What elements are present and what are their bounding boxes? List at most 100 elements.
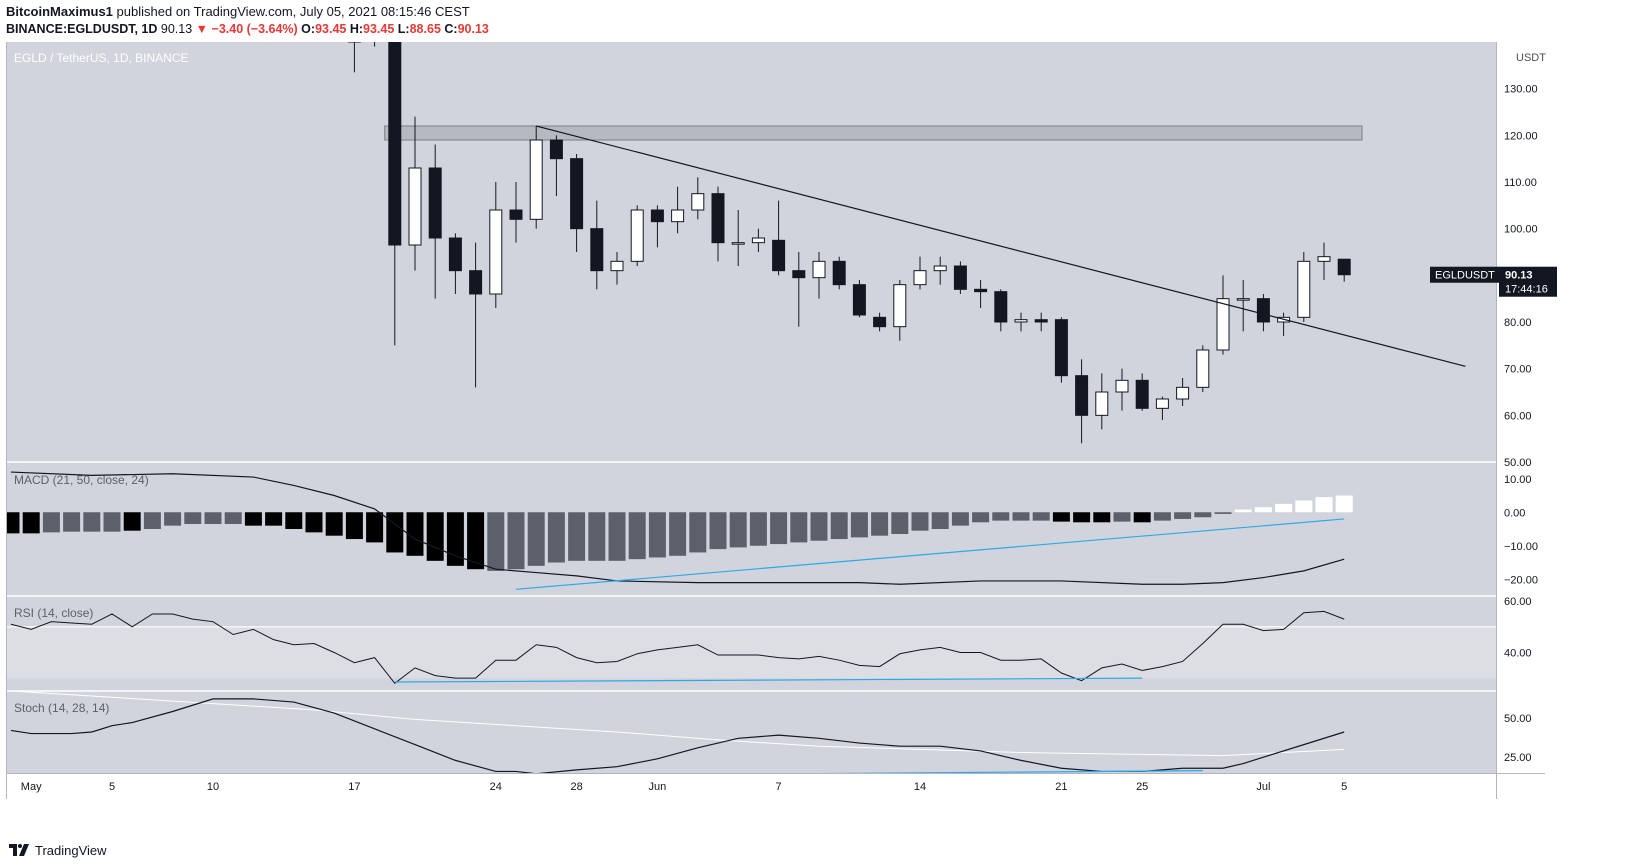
candle-body [974,288,988,293]
macd-histogram-bar [770,512,788,545]
macd-histogram-bar [507,512,525,570]
candle-body [1075,375,1089,416]
macd-histogram-bar [325,512,343,536]
macd-histogram-bar [123,512,141,531]
price-tick-label: 70.00 [1504,364,1532,376]
candle-body [1256,298,1270,323]
candle-body [1297,260,1311,318]
price-tick-label: 50.00 [1504,457,1532,469]
macd-histogram-bar [648,512,666,558]
tradingview-logo-icon [9,844,29,856]
macd-histogram-bar [547,512,565,563]
price-axis-unit: USDT [1516,52,1546,64]
candle-body [731,242,745,245]
macd-histogram-bar [285,512,303,529]
macd-histogram-bar [871,512,889,536]
macd-histogram-bar [143,512,161,529]
macd-histogram-bar [689,512,707,553]
macd-histogram-bar [345,512,363,540]
macd-histogram-bar [749,512,767,546]
candle-body [751,237,765,244]
candle-body [549,139,563,160]
chart-canvas[interactable]: EGLD / TetherUS, 1D, BINANCE USDT 130.00 12… [0,40,1627,835]
time-tick-label: 5 [1341,781,1347,793]
macd-histogram-bar [224,512,242,524]
macd-histogram-bar [608,512,626,561]
macd-histogram-bar [891,512,909,535]
rsi-band [7,626,1496,679]
macd-histogram-bar [386,512,404,553]
candle-body [953,265,967,290]
candle-body [448,237,462,272]
price-tick-label: 130.00 [1504,84,1538,96]
time-tick-label: 24 [490,781,502,793]
stoch-d-line [10,691,1345,757]
macd-histogram-bar [1113,512,1131,522]
macd-histogram-bar [972,512,990,523]
last-price: 90.13 [160,22,193,36]
open-label: O: [301,22,316,36]
down-arrow-icon: ▼ [195,22,209,36]
publish-text: published on TradingView.com, July 05, 2… [116,4,470,19]
candle-body [994,291,1008,323]
candle-body [792,270,806,279]
candle-body [469,270,483,295]
macd-histogram-bar [1254,507,1272,513]
macd-histogram-bar [850,512,868,538]
macd-histogram-bar [42,512,60,533]
macd-histogram-bar [446,512,464,566]
candle-body [529,139,543,220]
macd-pane-title: MACD (21, 50, close, 24) [14,473,149,487]
candle-body [408,167,422,246]
macd-histogram-bar [1133,512,1151,523]
macd-histogram-bar [527,512,545,566]
candle-body [933,265,947,272]
close-label: C: [444,22,458,36]
low-label: L: [397,22,410,36]
macd-histogram-bar [184,512,202,524]
close-value: 90.13 [457,22,489,36]
rsi-tick-label: 60.00 [1504,596,1532,608]
stoch-tick-label: 25.00 [1504,752,1532,764]
macd-histogram-bar [628,512,646,560]
macd-histogram-bar [1214,512,1232,514]
macd-tick-label: 0.00 [1504,507,1525,519]
macd-histogram-bar [406,512,424,556]
candle-body [347,42,361,43]
macd-histogram-bar [366,512,384,543]
macd-histogram-bar [729,512,747,548]
candle-body [1317,256,1331,262]
time-tick-label: 28 [570,781,582,793]
macd-histogram-bar [790,512,808,543]
candle-body [570,158,584,230]
candle-body [1176,386,1190,400]
candle-body [428,167,442,239]
macd-histogram-bar [992,512,1010,521]
macd-histogram-bar [487,512,505,571]
candle-body [1135,379,1149,409]
macd-tick-label: −10.00 [1504,541,1538,553]
macd-histogram-bar [709,512,727,550]
candle-body [832,260,846,286]
last-price-tag: 90.13 [1505,270,1533,282]
tradingview-brand[interactable]: TradingView [35,842,107,858]
macd-histogram-bar [1234,509,1252,513]
macd-histogram-bar [931,512,949,529]
macd-pane [7,471,1353,590]
candle-body [610,260,624,272]
candle-body [590,228,604,272]
candle-body [489,209,503,295]
candle-body [650,209,664,223]
time-tick-label: Jul [1256,781,1270,793]
open-value: 93.45 [315,22,347,36]
candle-body [852,284,866,316]
stoch-pane-title: Stoch (14, 28, 14) [14,701,109,715]
macd-histogram-bar [1032,512,1050,521]
rsi-line [10,610,1345,684]
symbol-interval: BINANCE:EGLDUSDT, 1D [6,22,158,36]
macd-histogram-bar [305,512,323,533]
footer: TradingView [8,841,107,859]
author-name[interactable]: BitcoinMaximus1 [6,4,113,19]
macd-histogram-bar [669,512,687,556]
candle-body [1155,398,1169,409]
